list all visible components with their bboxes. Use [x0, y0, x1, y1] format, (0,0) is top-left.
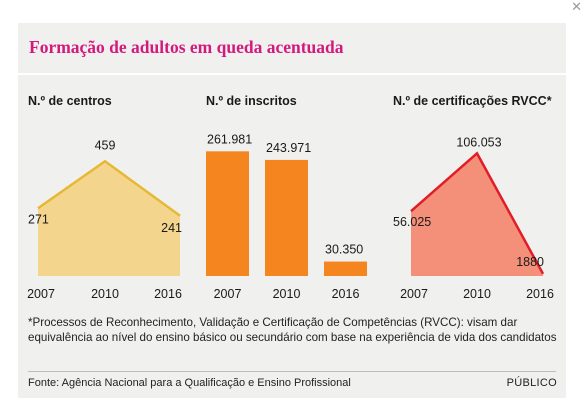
- chart-rvcc-area: [411, 153, 543, 276]
- chart-rvcc-line: [410, 151, 545, 275]
- close-icon[interactable]: ✕: [571, 0, 582, 15]
- chart-centros-label-2007: 271: [28, 212, 49, 226]
- source-divider: [28, 371, 556, 372]
- title-bar: Formação de adultos em queda acentuada: [18, 23, 566, 75]
- chart-rvcc-label-2007: 56.025: [393, 215, 431, 229]
- chart-centros-area: [38, 161, 180, 276]
- source-text: Fonte: Agência Nacional para a Qualifica…: [28, 377, 351, 389]
- chart-rvcc-title: N.º de certificações RVCC*: [393, 94, 552, 108]
- chart-centros-tick-2007: 2007: [27, 287, 55, 301]
- chart-inscritos-title: N.º de inscritos: [206, 94, 297, 108]
- publisher-brand: PÚBLICO: [506, 377, 557, 389]
- chart-rvcc-label-2010: 106.053: [456, 135, 501, 149]
- chart-centros-tick-2016: 2016: [154, 287, 182, 301]
- chart-inscritos-label-2010: 243.971: [266, 141, 311, 155]
- chart-title: Formação de adultos em queda acentuada: [29, 37, 344, 57]
- chart-inscritos-label-2007: 261.981: [207, 132, 252, 146]
- chart-inscritos-tick-2016: 2016: [332, 287, 360, 301]
- chart-centros-tick-2010: 2010: [91, 287, 119, 301]
- chart-rvcc-tick-2007: 2007: [400, 287, 428, 301]
- chart-inscritos-label-2016: 30.350: [325, 243, 363, 257]
- chart-inscritos-bar-2007: [206, 151, 249, 276]
- chart-inscritos-bar-2010: [265, 159, 308, 276]
- infographic-card: Formação de adultos em queda acentuada N…: [18, 23, 566, 398]
- chart-centros-label-2016: 241: [161, 221, 182, 235]
- chart-inscritos-tick-2007: 2007: [214, 287, 242, 301]
- charts-area: N.º de centros 271 459 241 2007 2010 2016 N.º d…: [27, 94, 554, 301]
- chart-rvcc-tick-2016: 2016: [526, 287, 554, 301]
- chart-rvcc-tick-2010: 2010: [463, 287, 491, 301]
- chart-centros-label-2010: 459: [95, 138, 116, 152]
- chart-centros-line: [37, 159, 181, 217]
- chart-inscritos-tick-2010: 2010: [273, 287, 301, 301]
- chart-rvcc-label-2016: 1880: [516, 255, 544, 269]
- footnote: *Processos de Reconhecimento, Validação …: [28, 316, 557, 344]
- chart-inscritos-bar-2016: [324, 261, 367, 276]
- chart-centros-title: N.º de centros: [28, 94, 112, 108]
